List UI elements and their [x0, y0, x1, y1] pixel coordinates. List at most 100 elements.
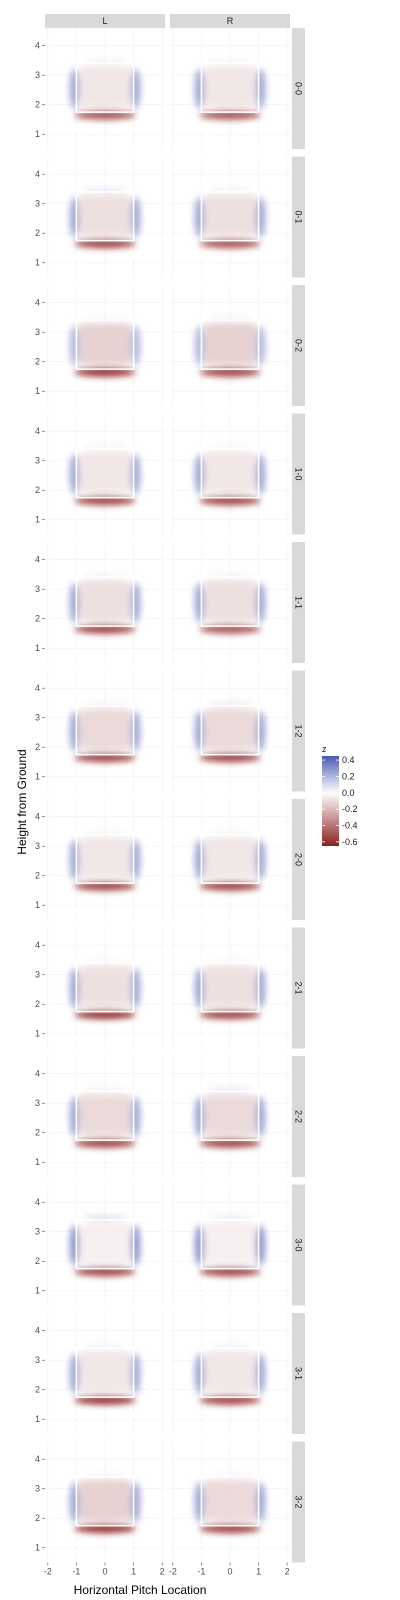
panel-3-1-L [45, 1313, 165, 1434]
heat-right-edge [130, 582, 141, 624]
y-tick-label: 3 [35, 199, 40, 209]
strike-zone-outline [75, 62, 135, 113]
y-tick-label: 1 [35, 1029, 40, 1039]
x-tick-label: -1 [72, 1567, 80, 1577]
heat-interior [204, 1222, 256, 1264]
y-tick-label: 1 [35, 258, 40, 268]
strike-zone-outline [75, 319, 135, 370]
panel-2-0-R [170, 799, 290, 920]
strike-zone-outline [200, 448, 260, 499]
heat-interior [204, 1094, 256, 1136]
heat-left-edge [194, 453, 205, 495]
heat-interior [79, 965, 131, 1007]
row-strip-label: 3-1 [294, 1367, 304, 1380]
y-tick-label: 4 [35, 1326, 40, 1336]
heat-right-edge [255, 1353, 266, 1395]
row-strip-label: 1-0 [294, 467, 304, 480]
panel-0-1-L [45, 156, 165, 278]
y-tick-label: 4 [35, 1197, 40, 1207]
x-tick-label: -2 [169, 1567, 177, 1577]
heat-left-edge [69, 1096, 80, 1138]
heat-left-edge [69, 839, 80, 881]
column-strip-label: L [102, 16, 107, 26]
column-strip [170, 14, 290, 28]
legend-label: 0.0 [342, 788, 355, 798]
heat-interior [204, 708, 256, 750]
heat-left-edge [194, 967, 205, 1009]
heat-interior [79, 451, 131, 493]
row-strip-label: 2-2 [294, 1110, 304, 1123]
y-axes: 1 2 3 4 1 2 3 4 1 2 3 4 1 2 3 4 1 2 3 4 1 2 3 4 1 2 3 4 1 2 3 4 1 2 3 4 1 2 3 4… [35, 41, 45, 1553]
y-tick-label: 2 [35, 871, 40, 881]
x-tick-label: 0 [102, 1567, 107, 1577]
column-strip [45, 14, 165, 28]
heat-right-edge [130, 1096, 141, 1138]
heat-right-edge [130, 710, 141, 752]
row-strip-label: 0-0 [294, 82, 304, 95]
row-strip [292, 285, 305, 406]
y-tick-label: 3 [35, 1098, 40, 1108]
strike-zone-outline [75, 833, 135, 884]
heat-interior [79, 837, 131, 879]
strike-zone-outline [200, 1476, 260, 1527]
strike-zone-outline [75, 705, 135, 756]
strike-zone-outline [75, 191, 135, 242]
heat-right-edge [130, 453, 141, 495]
y-tick-label: 2 [35, 1513, 40, 1523]
y-tick-label: 3 [35, 456, 40, 466]
y-tick-label: 4 [35, 555, 40, 565]
y-tick-label: 1 [35, 643, 40, 653]
y-tick-label: 4 [35, 940, 40, 950]
row-strip [292, 156, 305, 278]
heat-left-edge [194, 710, 205, 752]
y-tick-label: 1 [35, 1157, 40, 1167]
panel-0-0-R [170, 28, 290, 149]
heat-surface [194, 572, 266, 634]
row-strip [292, 799, 305, 920]
heat-left-edge [69, 196, 80, 238]
heat-interior [79, 194, 131, 236]
legend-ticks: 0.4 0.2 0.0 -0.2 -0.4 -0.6 [322, 755, 358, 847]
x-tick-label: 1 [131, 1567, 136, 1577]
y-tick-label: 1 [35, 900, 40, 910]
heat-right-edge [255, 325, 266, 367]
strike-zone-outline [200, 962, 260, 1013]
x-tick-label: -1 [197, 1567, 205, 1577]
y-tick-label: 2 [35, 228, 40, 238]
heat-right-edge [255, 453, 266, 495]
heat-interior [79, 323, 131, 365]
strike-zone-outline [200, 62, 260, 113]
heat-left-edge [69, 1481, 80, 1523]
y-tick-label: 4 [35, 169, 40, 179]
column-strip-label: R [227, 16, 234, 26]
panel-0-2-L [45, 285, 165, 406]
y-tick-label: 3 [35, 1355, 40, 1365]
heat-right-edge [255, 710, 266, 752]
heat-left-edge [194, 196, 205, 238]
row-strips: 0-0 0-1 0-2 1-0 1-1 1-2 2-0 2-1 2-2 3-0 3-1 3-2 [292, 28, 305, 1563]
heat-right-edge [130, 1353, 141, 1395]
heat-left-edge [69, 453, 80, 495]
heat-interior [79, 1222, 131, 1264]
panel-1-2-R [170, 670, 290, 792]
legend-title: z [322, 744, 327, 754]
strike-zone-outline [200, 833, 260, 884]
row-strip-label: 2-1 [294, 981, 304, 994]
y-tick-label: 3 [35, 70, 40, 80]
y-tick-label: 3 [35, 327, 40, 337]
panel-2-1-L [45, 927, 165, 1049]
heat-right-edge [130, 196, 141, 238]
y-tick-label: 4 [35, 298, 40, 308]
row-strip [292, 1184, 305, 1306]
heat-right-edge [130, 839, 141, 881]
heat-right-edge [255, 967, 266, 1009]
strike-zone-outline [75, 1347, 135, 1398]
row-strip-label: 1-1 [294, 596, 304, 609]
strike-zone-outline [200, 1090, 260, 1141]
y-tick-label: 2 [35, 485, 40, 495]
legend-label: 0.2 [342, 771, 355, 781]
heat-left-edge [194, 839, 205, 881]
panel-2-2-L [45, 1056, 165, 1177]
panel-2-1-R [170, 927, 290, 1049]
